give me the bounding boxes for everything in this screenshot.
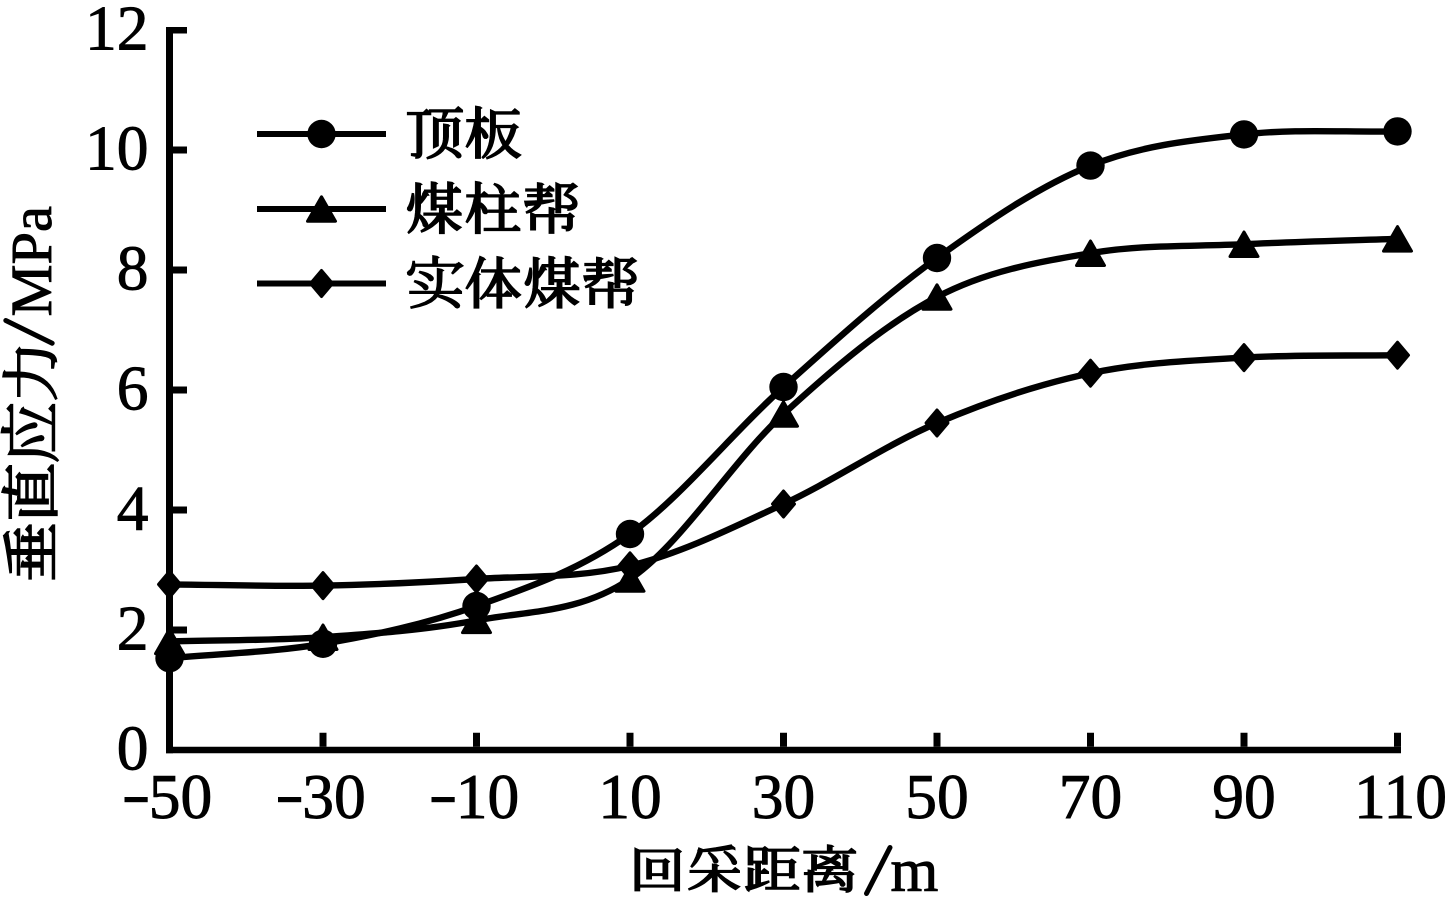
svg-text:10: 10: [598, 761, 662, 832]
svg-text:30: 30: [752, 761, 816, 832]
svg-text:50: 50: [149, 761, 213, 832]
svg-text:50: 50: [905, 761, 969, 832]
svg-text:m: m: [891, 837, 939, 905]
svg-text:90: 90: [1212, 761, 1276, 832]
svg-text:2: 2: [117, 593, 149, 664]
svg-text:110: 110: [1354, 761, 1445, 832]
svg-text:70: 70: [1059, 761, 1123, 832]
svg-text:4: 4: [117, 473, 149, 544]
svg-text:MPa: MPa: [0, 206, 64, 317]
svg-text:6: 6: [117, 353, 149, 424]
svg-text:10: 10: [456, 761, 520, 832]
svg-text:0: 0: [117, 713, 149, 784]
svg-text:8: 8: [117, 233, 149, 304]
svg-text:12: 12: [85, 0, 149, 64]
svg-text:30: 30: [302, 761, 366, 832]
svg-text:10: 10: [85, 113, 149, 184]
